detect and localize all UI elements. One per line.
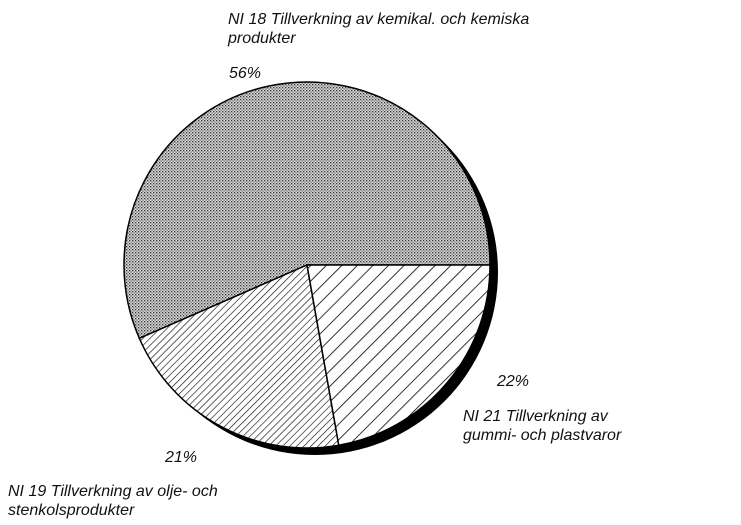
slice-value-label: 21%	[165, 449, 198, 466]
pie-slice	[306, 264, 491, 447]
slice-value-label: 56%	[229, 65, 262, 82]
slice-label: NI 19 Tillverkning av olje- och stenkols…	[8, 483, 218, 519]
slice-value-label: 22%	[497, 373, 530, 390]
slice-label: NI 18 Tillverkning av kemikal. och kemis…	[228, 11, 530, 47]
pie-slice	[138, 263, 340, 449]
pie-slice	[123, 81, 491, 340]
slice-label: NI 21 Tillverkning av gummi- och plastva…	[463, 408, 622, 444]
